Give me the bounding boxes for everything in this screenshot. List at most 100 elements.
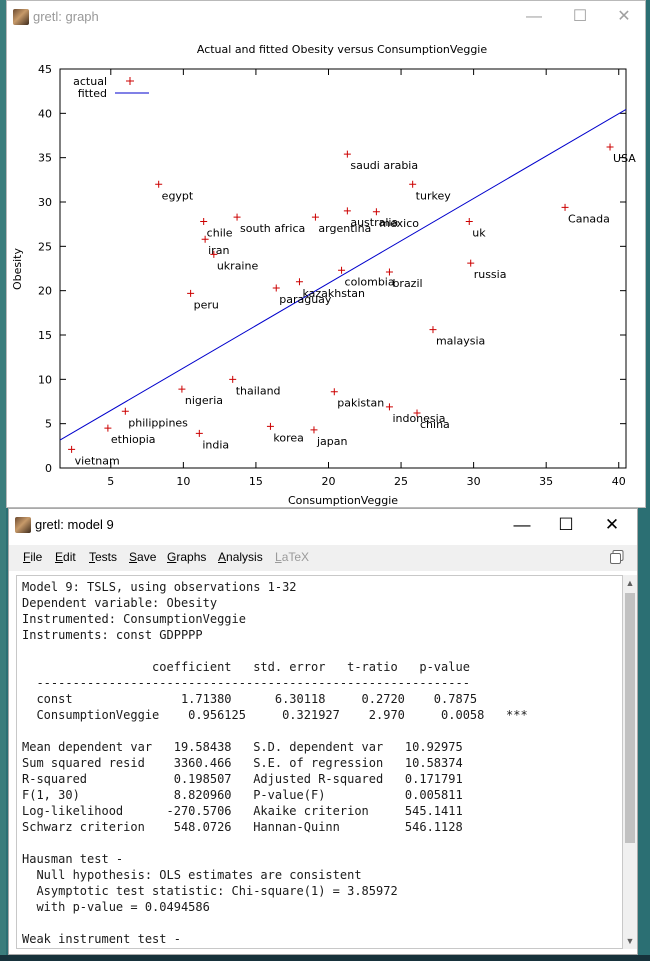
scroll-up-arrow-icon[interactable]: ▲ — [625, 578, 635, 588]
output-line: Model 9: TSLS, using observations 1-32 — [22, 580, 297, 594]
data-point-label: australia — [350, 216, 398, 229]
graph-titlebar[interactable]: gretl: graph — ☐ ✕ — [7, 1, 645, 33]
data-point-marker — [210, 250, 218, 258]
data-point-label: colombia — [345, 275, 395, 288]
x-tick-label: 40 — [612, 475, 626, 488]
legend: actual fitted — [73, 75, 149, 100]
model-maximize-button[interactable]: ☐ — [558, 515, 574, 534]
data-point-marker — [343, 207, 351, 215]
output-line: with p-value = 0.0494586 — [22, 900, 210, 914]
x-tick-label: 5 — [107, 475, 114, 488]
data-point-label: indonesia — [392, 412, 445, 425]
data-point-marker — [121, 407, 129, 415]
legend-actual-label: actual — [73, 75, 107, 88]
output-line: ConsumptionVeggie 0.956125 0.321927 2.97… — [22, 708, 528, 722]
data-point-label: Canada — [568, 212, 610, 225]
menu-analysis[interactable]: Analysis — [218, 550, 263, 564]
data-point-marker — [429, 326, 437, 334]
model-output-text[interactable]: Model 9: TSLS, using observations 1-32 De… — [16, 575, 623, 949]
scroll-down-arrow-icon[interactable]: ▼ — [625, 936, 635, 946]
data-point-marker — [465, 218, 473, 226]
legend-actual-marker — [126, 77, 134, 85]
output-line: Asymptotic test statistic: Chi-square(1)… — [22, 884, 398, 898]
data-point-label: uk — [472, 227, 486, 240]
graph-window[interactable]: gretl: graph — ☐ ✕ Actual and fitted Obe… — [6, 0, 646, 508]
actual-series: USA saudi arabia egypt turkey Canada chile sou… — [68, 143, 636, 467]
model-titlebar[interactable]: gretl: model 9 — ☐ ✕ — [9, 509, 637, 541]
data-point-label: ethiopia — [111, 433, 156, 446]
data-point-label: south africa — [240, 222, 305, 235]
data-point-label: turkey — [416, 189, 452, 202]
data-point-marker — [187, 289, 195, 297]
model-minimize-button[interactable]: — — [513, 515, 531, 534]
y-tick-label: 10 — [38, 373, 52, 386]
model-window[interactable]: gretl: model 9 — ☐ ✕ File Edit Tests Sav… — [8, 508, 638, 955]
x-tick-label: 25 — [394, 475, 408, 488]
graph-window-title: gretl: graph — [33, 9, 99, 24]
data-point-marker — [104, 424, 112, 432]
y-axis-ticks: 0 5 10 15 20 25 30 35 40 45 — [38, 63, 626, 475]
data-point-marker — [561, 203, 569, 211]
data-point-marker — [338, 266, 346, 274]
gretl-app-icon — [13, 9, 29, 25]
data-point-label: philippines — [128, 416, 188, 429]
taskbar-edge — [0, 955, 650, 961]
graph-minimize-button[interactable]: — — [526, 8, 542, 25]
data-point-label: brazil — [392, 277, 422, 290]
output-line: Instrumented: ConsumptionVeggie — [22, 612, 246, 626]
data-point-marker — [200, 218, 208, 226]
menu-save[interactable]: Save — [129, 550, 157, 564]
output-line: const 1.71380 6.30118 0.2720 0.7875 — [22, 692, 478, 706]
data-point-label: india — [202, 438, 229, 451]
data-point-label: iran — [208, 244, 229, 257]
plot-frame — [59, 68, 627, 469]
output-line: Log-likelihood -270.5706 Akaike criterio… — [22, 804, 463, 818]
data-point-marker — [343, 150, 351, 158]
data-point-marker — [229, 375, 237, 383]
data-point-marker — [233, 213, 241, 221]
y-tick-label: 45 — [38, 63, 52, 76]
y-tick-label: 40 — [38, 107, 52, 120]
menu-file[interactable]: File — [23, 550, 43, 564]
menu-graphs[interactable]: Graphs — [167, 550, 207, 564]
data-point-marker — [467, 259, 475, 267]
data-point-label: japan — [316, 435, 348, 448]
output-line: Sum squared resid 3360.466 S.E. of regre… — [22, 756, 463, 770]
menu-edit[interactable]: Edit — [55, 550, 76, 564]
output-line: Schwarz criterion 548.0726 Hannan-Quinn … — [22, 820, 463, 834]
data-point-marker — [201, 235, 209, 243]
menu-tests[interactable]: Tests — [89, 550, 118, 564]
output-line: coefficient std. error t-ratio p-value — [22, 660, 470, 674]
x-tick-label: 15 — [249, 475, 263, 488]
data-point-label: argentina — [318, 222, 371, 235]
output-line: Hausman test - — [22, 852, 124, 866]
data-point-label: chile — [207, 227, 233, 240]
output-line: ----------------------------------------… — [22, 676, 470, 690]
scrollbar-thumb[interactable] — [625, 593, 635, 843]
y-tick-label: 25 — [38, 240, 52, 253]
data-point-marker — [155, 180, 163, 188]
data-point-label: egypt — [162, 189, 194, 202]
fitted-series — [59, 109, 627, 441]
y-tick-label: 20 — [38, 285, 52, 298]
data-point-marker — [413, 409, 421, 417]
data-point-marker — [310, 426, 318, 434]
scatter-plot: Actual and fitted Obesity versus Consump… — [11, 43, 636, 507]
desktop-background — [0, 0, 6, 961]
data-point-marker — [311, 213, 319, 221]
menu-bar: File Edit Tests Save Graphs Analysis LaT… — [9, 545, 637, 571]
output-scrollbar[interactable]: ▲ ▼ — [623, 575, 637, 949]
gretl-app-icon — [15, 517, 31, 533]
copy-icon[interactable] — [609, 549, 625, 565]
y-tick-label: 15 — [38, 329, 52, 342]
data-point-label: pakistan — [337, 397, 384, 410]
graph-close-button[interactable]: ✕ — [617, 8, 631, 25]
menu-latex[interactable]: LaTeX — [275, 550, 310, 564]
data-point-marker — [195, 429, 203, 437]
model-close-button[interactable]: ✕ — [604, 515, 620, 534]
data-point-marker — [606, 143, 614, 151]
data-point-label: saudi arabia — [350, 159, 418, 172]
output-line: Instruments: const GDPPPP — [22, 628, 203, 642]
graph-maximize-button[interactable]: ☐ — [572, 8, 588, 25]
y-axis-label: Obesity — [11, 248, 24, 291]
